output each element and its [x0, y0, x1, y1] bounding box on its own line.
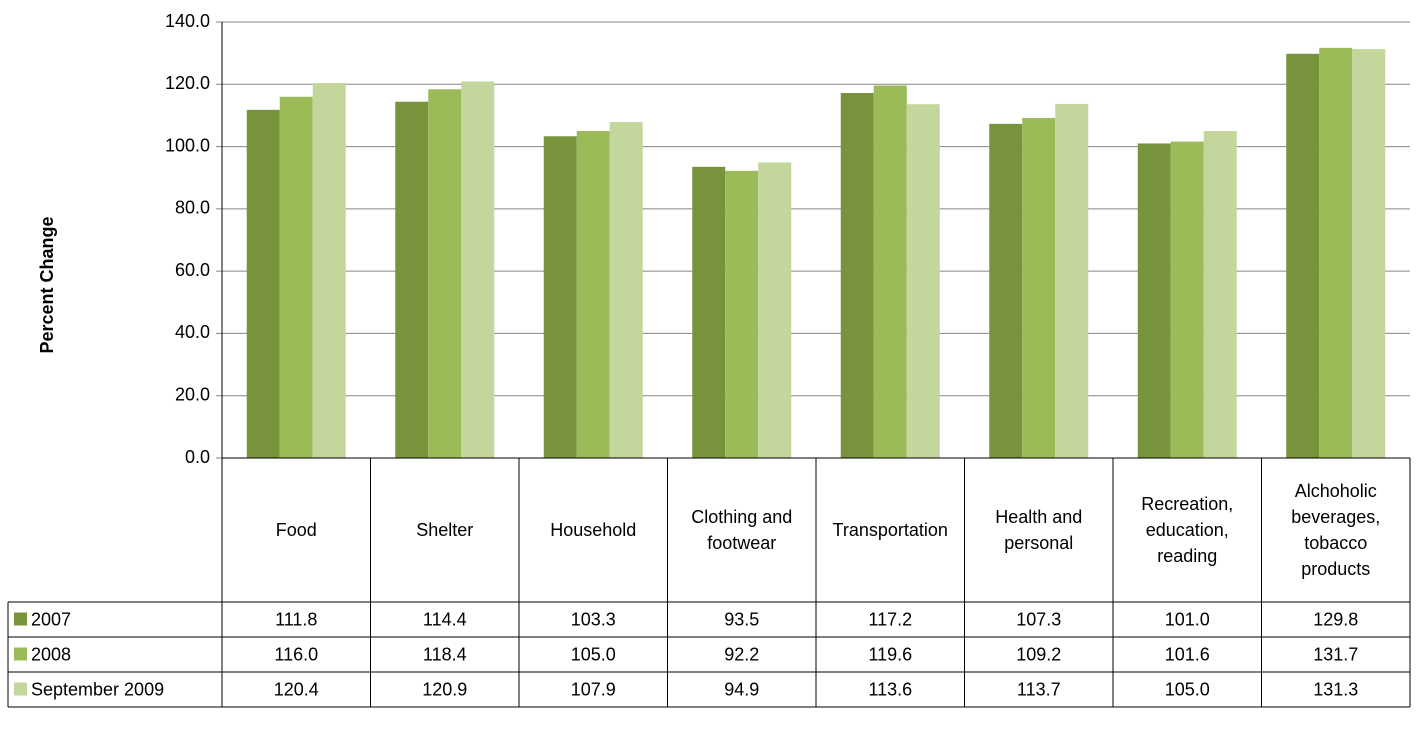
table-value: 119.6 [868, 644, 912, 664]
legend-label: 2008 [31, 644, 71, 664]
table-value: 92.2 [724, 644, 759, 664]
bar [279, 96, 313, 458]
bar [1319, 47, 1353, 458]
bar [543, 136, 577, 458]
bar [692, 166, 726, 459]
y-axis-label: Percent Change [37, 216, 57, 353]
y-tick-label: 40.0 [175, 322, 210, 342]
bar [1022, 117, 1056, 459]
table-value: 131.3 [1313, 679, 1358, 699]
bar [1286, 53, 1320, 458]
table-value: 105.0 [571, 644, 616, 664]
legend-swatch [14, 612, 27, 626]
bar [873, 85, 907, 458]
bar [725, 170, 759, 458]
y-tick-label: 80.0 [175, 198, 210, 218]
table-value: 101.0 [1165, 609, 1210, 629]
table-value: 109.2 [1016, 644, 1061, 664]
category-cell: Shelter [416, 520, 474, 540]
table-value: 116.0 [274, 644, 318, 664]
x-tick-label: Household [550, 520, 637, 540]
table-value: 114.4 [423, 609, 467, 629]
x-tick-label: Clothing and footwear [691, 507, 793, 553]
y-tick-label: 60.0 [175, 260, 210, 280]
bar [1352, 49, 1386, 458]
bar [840, 93, 874, 459]
table-value: 93.5 [724, 609, 759, 629]
category-cell: Household [550, 520, 637, 540]
table-value: 129.8 [1313, 609, 1358, 629]
table-value: 105.0 [1165, 679, 1210, 699]
bar [1137, 143, 1171, 458]
table-value: 120.4 [274, 679, 319, 699]
bar [461, 81, 495, 459]
legend-label: 2007 [31, 609, 71, 629]
bar [989, 123, 1023, 458]
bar [1203, 131, 1237, 458]
table-value: 117.2 [868, 609, 912, 629]
legend-swatch [14, 647, 27, 661]
category-cell: Transportation [832, 520, 948, 540]
table-value: 113.7 [1017, 679, 1061, 699]
table-value: 101.6 [1165, 644, 1210, 664]
table-value: 131.7 [1313, 644, 1358, 664]
table-value: 111.8 [275, 609, 317, 629]
category-cell: Alchoholic beverages, tobacco products [1291, 481, 1381, 579]
y-tick-label: 140.0 [165, 11, 210, 31]
y-tick-label: 0.0 [185, 447, 210, 467]
y-tick-label: 20.0 [175, 384, 210, 404]
table-value: 107.3 [1016, 609, 1061, 629]
bar [906, 104, 940, 459]
y-tick-label: 100.0 [165, 135, 210, 155]
bar [1170, 141, 1204, 459]
table-value: 103.3 [571, 609, 616, 629]
legend-label: September 2009 [31, 679, 164, 699]
bar [395, 101, 429, 459]
x-tick-label: Health and personal [995, 507, 1083, 553]
x-tick-label: Food [275, 520, 317, 540]
table-value: 118.4 [423, 644, 467, 664]
x-tick-label: Transportation [832, 520, 948, 540]
legend-swatch [14, 682, 27, 696]
x-tick-label: Alchoholic beverages, tobacco products [1291, 481, 1381, 579]
category-cell: Clothing and footwear [691, 507, 793, 553]
table-value: 107.9 [571, 679, 616, 699]
x-tick-label: Recreation, education, reading [1141, 494, 1234, 566]
table-value: 120.9 [422, 679, 467, 699]
table-value: 94.9 [724, 679, 759, 699]
bar [1055, 103, 1089, 459]
category-cell: Food [275, 520, 317, 540]
bar [576, 131, 610, 458]
bar [758, 162, 792, 458]
bar [312, 83, 346, 458]
table-value: 113.6 [868, 679, 912, 699]
bar [246, 109, 280, 458]
category-cell: Recreation, education, reading [1141, 494, 1234, 566]
y-tick-label: 120.0 [165, 73, 210, 93]
bar [609, 121, 643, 459]
x-tick-label: Shelter [416, 520, 474, 540]
bar [428, 89, 462, 459]
category-cell: Health and personal [995, 507, 1083, 553]
